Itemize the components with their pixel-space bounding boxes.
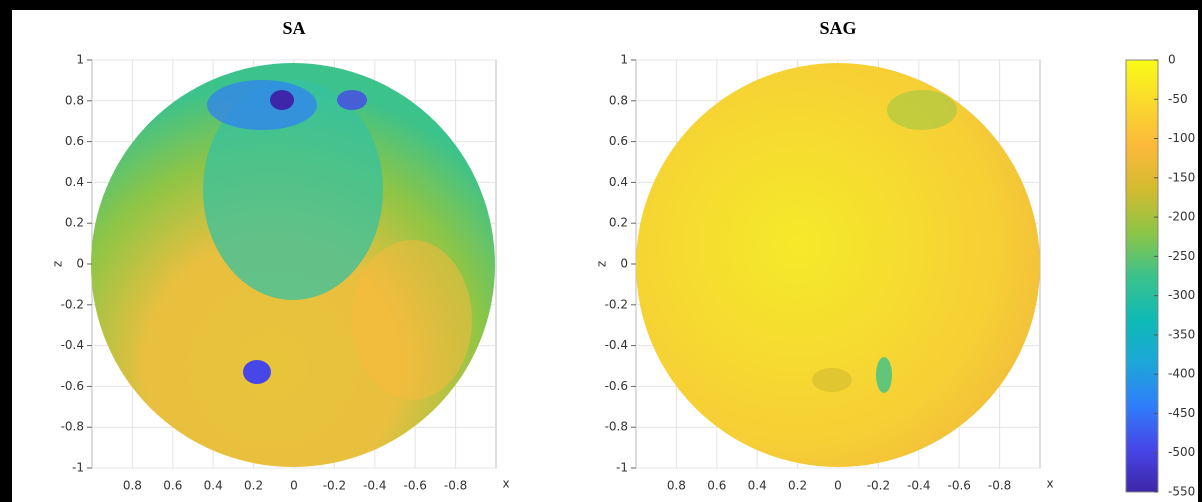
colorbar-tick-label: -300 bbox=[1168, 288, 1195, 302]
chart-title: SA bbox=[282, 18, 305, 38]
x-tick-label: -0.6 bbox=[403, 479, 426, 493]
y-tick-label: 0.8 bbox=[609, 93, 628, 107]
sphere-shading bbox=[91, 63, 1040, 467]
y-tick-label: -1 bbox=[616, 461, 628, 475]
y-tick-label: 1 bbox=[620, 53, 628, 67]
colorbar-tick-label: -500 bbox=[1168, 445, 1195, 459]
y-tick-label: -1 bbox=[72, 461, 84, 475]
x-tick-label: -0.2 bbox=[323, 479, 346, 493]
y-axis-label: z bbox=[595, 261, 609, 267]
y-tick-label: 1 bbox=[76, 53, 84, 67]
sphere-region bbox=[812, 368, 852, 392]
y-tick-label: -0.4 bbox=[605, 338, 628, 352]
sphere-region bbox=[207, 80, 317, 130]
y-tick-label: 0 bbox=[620, 257, 628, 271]
y-axis-label: z bbox=[51, 261, 65, 267]
sphere-region bbox=[243, 360, 271, 384]
x-tick-label: 0.4 bbox=[204, 479, 223, 493]
colorbar-tick-label: -200 bbox=[1168, 210, 1195, 224]
y-tick-label: 0.6 bbox=[609, 134, 628, 148]
x-tick-label: 0 bbox=[834, 479, 842, 493]
y-tick-label: -0.6 bbox=[605, 379, 628, 393]
chart: 1 0.8 0.6 0.4 0.2 0 -0.2 -0.4 -0.6 -0.8 -1 0.8 0.6 0.… bbox=[12, 10, 1198, 502]
x-tick-label: 0.2 bbox=[788, 479, 807, 493]
y-tick-label: -0.8 bbox=[61, 420, 84, 434]
sphere-region bbox=[876, 357, 892, 393]
x-tick-label: 0.4 bbox=[748, 479, 767, 493]
figure: 1 0.8 0.6 0.4 0.2 0 -0.2 -0.4 -0.6 -0.8 -1 0.8 0.6 0.… bbox=[0, 0, 1202, 502]
x-axis-label: x bbox=[1046, 477, 1053, 491]
x-tick-label: 0.8 bbox=[123, 479, 142, 493]
y-tick-label: 0.4 bbox=[609, 175, 628, 189]
x-tick-label: -0.6 bbox=[947, 479, 970, 493]
x-tick-label: -0.4 bbox=[907, 479, 930, 493]
y-tick-label: 0.8 bbox=[65, 93, 84, 107]
x-tick-label: -0.2 bbox=[867, 479, 890, 493]
sphere-region bbox=[337, 90, 367, 110]
colorbar-tick-label: -150 bbox=[1168, 170, 1195, 184]
x-tick-label: -0.4 bbox=[363, 479, 386, 493]
chart-title: SAG bbox=[819, 18, 856, 38]
sphere bbox=[636, 63, 1040, 467]
y-tick-label: -0.4 bbox=[61, 338, 84, 352]
x-tick-label: 0.6 bbox=[707, 479, 726, 493]
sphere-region bbox=[887, 90, 957, 130]
x-tick-label: 0.2 bbox=[244, 479, 263, 493]
y-tick-label: 0.4 bbox=[65, 175, 84, 189]
colorbar-tick-label: 0 bbox=[1168, 53, 1176, 67]
y-tick-label: 0.2 bbox=[609, 216, 628, 230]
colorbar-tick-label: -350 bbox=[1168, 327, 1195, 341]
x-tick-label: 0.8 bbox=[667, 479, 686, 493]
colorbar-tick-label: -100 bbox=[1168, 131, 1195, 145]
x-axis-label: x bbox=[502, 477, 509, 491]
colorbar-tick-label: -400 bbox=[1168, 367, 1195, 381]
y-tick-label: 0.6 bbox=[65, 134, 84, 148]
y-tick-label: 0 bbox=[76, 257, 84, 271]
y-tick-label: -0.8 bbox=[605, 420, 628, 434]
sphere-region bbox=[352, 240, 472, 400]
x-tick-label: 0.6 bbox=[163, 479, 182, 493]
colorbar-tick-label: -50 bbox=[1168, 92, 1188, 106]
x-tick-label: -0.8 bbox=[988, 479, 1011, 493]
colorbar-tick-label: -450 bbox=[1168, 406, 1195, 420]
y-tick-label: -0.2 bbox=[605, 297, 628, 311]
colorbar-tick-label: -550 bbox=[1168, 485, 1195, 499]
y-tick-label: 0.2 bbox=[65, 216, 84, 230]
x-tick-label: 0 bbox=[290, 479, 298, 493]
y-tick-label: -0.2 bbox=[61, 297, 84, 311]
sphere-region bbox=[270, 90, 294, 110]
y-tick-label: -0.6 bbox=[61, 379, 84, 393]
colorbar-tick-label: -250 bbox=[1168, 249, 1195, 263]
colorbar bbox=[1126, 60, 1158, 492]
x-tick-label: -0.8 bbox=[444, 479, 467, 493]
